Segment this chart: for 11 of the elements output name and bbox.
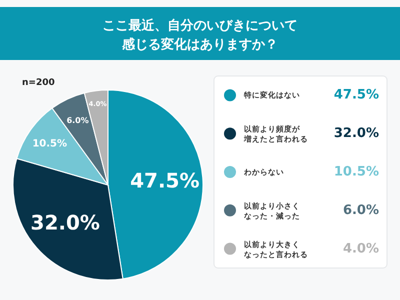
text: 4.0%: [342, 241, 379, 256]
data-label: 6.0%: [66, 116, 89, 126]
data-label: 32.0%: [30, 210, 100, 235]
data-label: 10.5%: [32, 138, 68, 150]
text: 6.0%: [342, 202, 379, 218]
text: 47.5%: [334, 88, 379, 103]
text: 10.5%: [334, 164, 379, 180]
chart-title: ここ最近、自分のいびきについて感じる変化はありますか？: [102, 17, 298, 52]
text: 32.0%: [334, 126, 379, 142]
text: n=200: [22, 78, 55, 88]
data-label: 47.5%: [130, 168, 200, 193]
